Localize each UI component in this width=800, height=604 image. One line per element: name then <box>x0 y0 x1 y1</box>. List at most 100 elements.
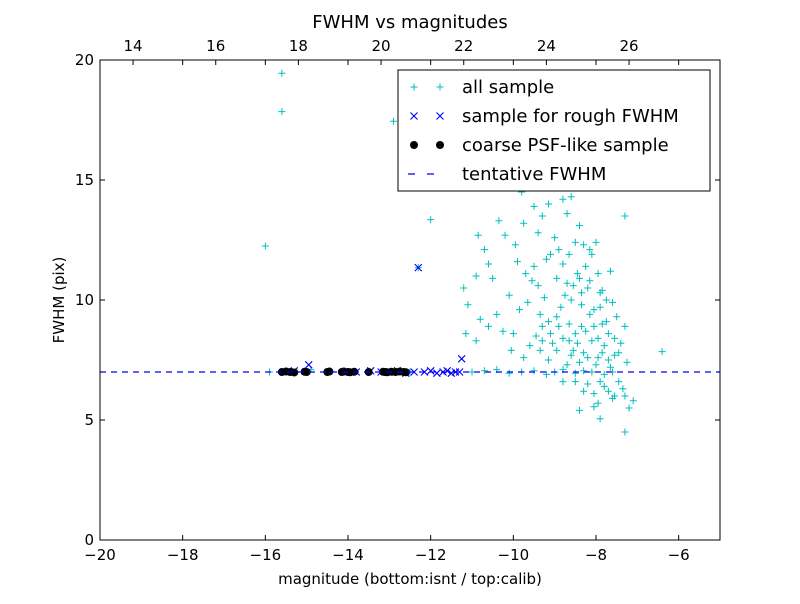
data-point <box>582 262 590 270</box>
legend-label-tentative-fwhm: tentative FWHM <box>462 164 606 185</box>
data-point <box>615 378 623 386</box>
data-point <box>505 369 513 377</box>
top-x-tick-label: 16 <box>206 37 225 55</box>
data-point <box>493 310 501 318</box>
legend-markers <box>408 83 446 175</box>
top-x-tick-label: 20 <box>372 37 391 55</box>
data-point <box>571 369 579 377</box>
x-tick-label: −18 <box>167 546 199 564</box>
data-point <box>401 368 410 377</box>
data-point <box>569 282 577 290</box>
data-point <box>582 327 590 335</box>
data-point <box>578 322 586 330</box>
data-point <box>455 368 464 376</box>
data-point <box>600 382 608 390</box>
legend-marker <box>410 83 418 91</box>
data-point <box>389 117 397 125</box>
y-tick-label: 15 <box>75 171 94 189</box>
data-point <box>617 339 625 347</box>
data-point <box>520 219 528 227</box>
x-tick-label: −20 <box>84 546 116 564</box>
data-point <box>472 337 480 345</box>
data-point <box>443 366 452 375</box>
data-point <box>530 202 538 210</box>
data-point <box>547 250 555 258</box>
data-point <box>619 385 627 393</box>
data-point <box>571 378 579 386</box>
data-point <box>567 351 575 359</box>
data-point <box>594 354 602 362</box>
legend: all sample sample for rough FWHM coarse … <box>397 69 711 192</box>
data-point <box>553 274 561 282</box>
data-point <box>542 255 550 263</box>
data-point <box>596 378 604 386</box>
data-point <box>584 354 592 362</box>
plot-frame <box>99 59 721 541</box>
data-point <box>542 370 550 378</box>
legend-label-psf-sample: coarse PSF-like sample <box>462 135 669 156</box>
data-point <box>536 310 544 318</box>
data-point <box>598 349 606 357</box>
data-point <box>304 360 313 369</box>
data-point <box>534 282 542 290</box>
data-point <box>596 303 604 311</box>
data-point <box>509 330 517 338</box>
data-point <box>571 330 579 338</box>
data-point <box>325 367 334 376</box>
data-point <box>476 315 484 323</box>
data-point <box>261 242 269 250</box>
data-point <box>604 356 612 364</box>
data-point <box>474 231 482 239</box>
data-point <box>480 367 488 375</box>
data-point <box>658 348 666 356</box>
data-point <box>547 330 555 338</box>
top-x-tick-label: 26 <box>620 37 639 55</box>
data-point <box>609 394 617 402</box>
data-point <box>414 263 423 272</box>
y-tick-label: 20 <box>75 51 94 69</box>
data-point <box>621 322 629 330</box>
data-point <box>544 200 552 208</box>
data-point <box>575 222 583 230</box>
data-point <box>485 322 493 330</box>
top-x-tick-label: 14 <box>124 37 143 55</box>
data-point <box>278 69 286 77</box>
data-point <box>544 318 552 326</box>
data-point <box>563 279 571 287</box>
data-point <box>604 330 612 338</box>
data-point <box>513 258 521 266</box>
chart-title: FWHM vs magnitudes <box>312 12 507 33</box>
data-point <box>426 366 435 375</box>
data-point <box>575 274 583 282</box>
data-point <box>596 415 604 423</box>
data-point <box>590 306 598 314</box>
x-tick-label: −16 <box>250 546 282 564</box>
top-x-tick-label: 18 <box>289 37 308 55</box>
data-point <box>557 303 565 311</box>
y-tick-label: 10 <box>75 291 94 309</box>
data-point <box>530 367 538 375</box>
data-point <box>578 301 586 309</box>
data-point <box>553 313 561 321</box>
data-point <box>553 346 561 354</box>
data-point <box>625 404 633 412</box>
x-axis-label: magnitude (bottom:isnt / top:calib) <box>278 570 542 588</box>
data-point <box>524 298 532 306</box>
data-point <box>526 342 534 350</box>
data-point <box>590 403 598 411</box>
data-point <box>580 387 588 395</box>
data-point <box>561 291 569 299</box>
data-point <box>540 294 548 302</box>
x-tick-label: −12 <box>415 546 447 564</box>
data-point <box>538 212 546 220</box>
data-point <box>538 337 546 345</box>
data-point <box>592 238 600 246</box>
data-point <box>472 272 480 280</box>
data-point <box>594 270 602 278</box>
x-tick-label: −10 <box>498 546 530 564</box>
data-point <box>594 399 602 407</box>
data-point <box>555 246 563 254</box>
data-point <box>571 238 579 246</box>
data-point <box>536 346 544 354</box>
